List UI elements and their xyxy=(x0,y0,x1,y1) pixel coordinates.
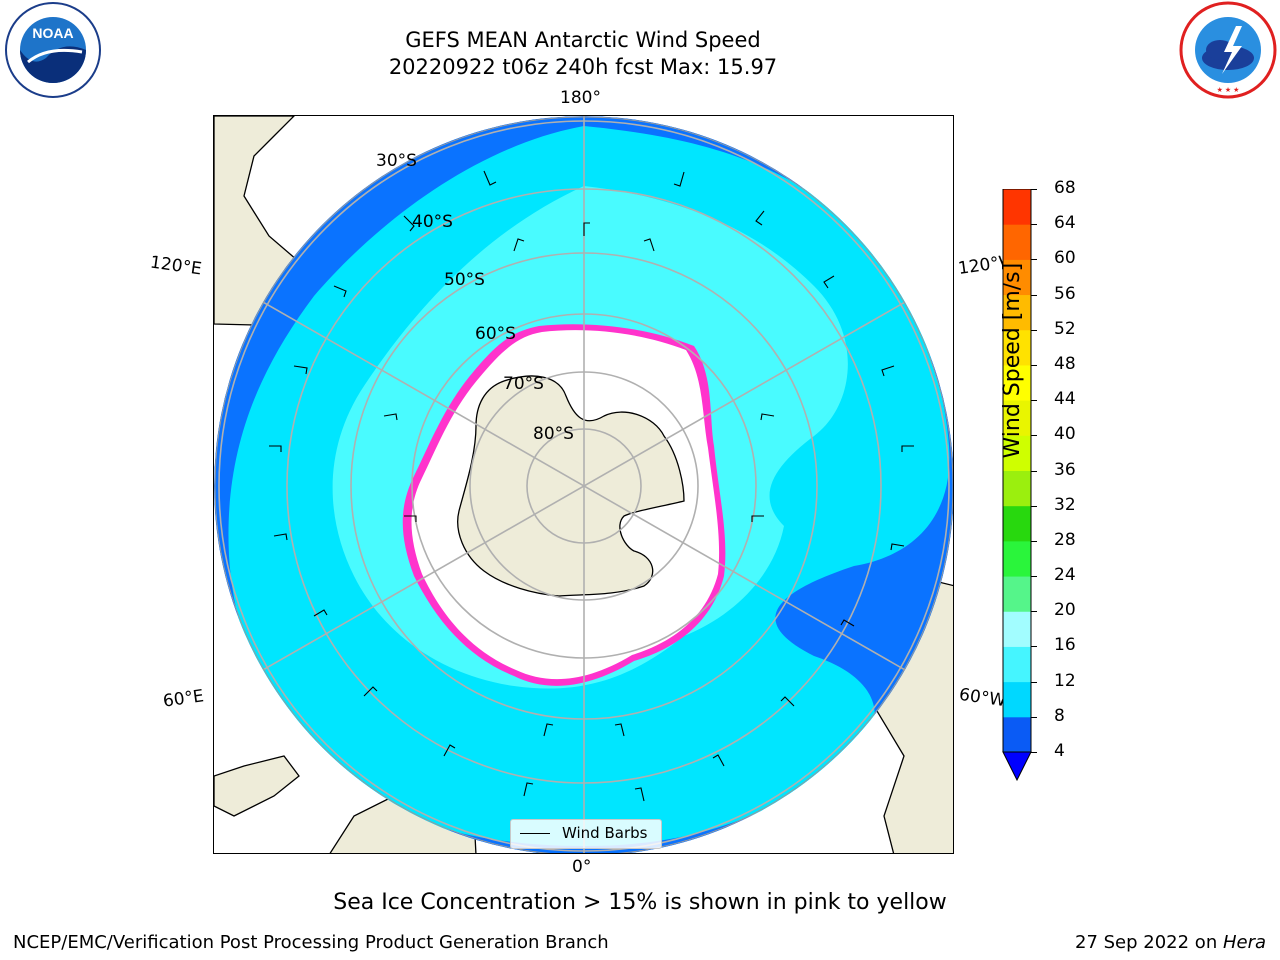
colorbar-bin xyxy=(1003,646,1031,683)
colorbar-tick-mark xyxy=(1031,752,1037,753)
colorbar-bin xyxy=(1003,611,1031,647)
colorbar-tick-mark xyxy=(1031,259,1037,261)
lat-label-40s: 40°S xyxy=(412,212,453,232)
colorbar-tick-mark xyxy=(1031,329,1037,331)
map-panel: Wind Barbs xyxy=(213,115,954,854)
colorbar-tick-label: 40 xyxy=(1054,424,1076,445)
colorbar-tick-label: 20 xyxy=(1054,600,1076,621)
colorbar-bin xyxy=(1003,681,1031,718)
machine-name: Hera xyxy=(1222,932,1266,953)
svg-text:NOAA: NOAA xyxy=(32,25,73,41)
nws-logo: ★ ★ ★ xyxy=(1176,0,1280,100)
colorbar-tick-label: 24 xyxy=(1054,565,1076,586)
colorbar-tick-mark xyxy=(1031,681,1037,683)
colorbar-tick-mark xyxy=(1031,189,1037,190)
legend-line-swatch xyxy=(520,833,550,834)
colorbar-tick-label: 60 xyxy=(1054,248,1076,269)
colorbar-bin xyxy=(1003,224,1031,260)
svg-text:★ ★ ★: ★ ★ ★ xyxy=(1217,86,1240,94)
colorbar-tick-label: 56 xyxy=(1054,283,1076,304)
colorbar-bin xyxy=(1003,505,1031,542)
chart-title: GEFS MEAN Antarctic Wind Speed xyxy=(405,28,761,52)
colorbar-tick-mark xyxy=(1031,364,1037,366)
chart-subtitle: 20220922 t06z 240h fcst Max: 15.97 xyxy=(388,55,778,79)
graticule xyxy=(214,116,953,853)
lon-label-120e: 120°E xyxy=(148,252,203,280)
colorbar-tick-mark xyxy=(1031,540,1037,542)
colorbar-tick-mark xyxy=(1031,294,1037,296)
colorbar-tick-mark xyxy=(1031,646,1037,648)
colorbar-tick-mark xyxy=(1031,435,1037,437)
colorbar-tick-label: 28 xyxy=(1054,529,1076,550)
lat-label-80s: 80°S xyxy=(533,424,574,444)
colorbar-bin xyxy=(1003,435,1031,471)
lon-label-180: 180° xyxy=(560,88,601,108)
wind-barbs xyxy=(269,170,914,802)
colorbar-tick-label: 68 xyxy=(1054,178,1076,198)
colorbar-tick-mark xyxy=(1031,505,1037,507)
colorbar-tick-label: 8 xyxy=(1054,705,1065,726)
colorbar-tick-label: 44 xyxy=(1054,389,1076,410)
colorbar-tick-mark xyxy=(1031,400,1037,402)
lon-label-60w: 60°W xyxy=(957,684,1008,712)
colorbar-bin xyxy=(1003,400,1031,436)
colorbar-svg xyxy=(1002,188,1032,782)
colorbar-tick-label: 64 xyxy=(1054,213,1076,234)
colorbar-bin xyxy=(1003,329,1031,366)
credit-text: NCEP/EMC/Verification Post Processing Pr… xyxy=(13,932,609,953)
date-value: 27 Sep 2022 on xyxy=(1075,932,1223,953)
noaa-logo: NOAA xyxy=(2,2,104,98)
date-text: 27 Sep 2022 on Hera xyxy=(1075,932,1266,953)
colorbar-tick-mark xyxy=(1031,576,1037,578)
lat-label-60s: 60°S xyxy=(475,324,516,344)
colorbar-extend-arrow xyxy=(1002,751,1032,782)
colorbar-tick-label: 16 xyxy=(1054,635,1076,656)
colorbar-tick-mark xyxy=(1031,716,1037,718)
legend-label: Wind Barbs xyxy=(562,824,648,842)
polar-map xyxy=(214,116,953,853)
colorbar-tick-label: 4 xyxy=(1054,741,1065,761)
colorbar-tick-mark xyxy=(1031,611,1037,613)
colorbar-bin xyxy=(1003,470,1031,507)
colorbar-tick-mark xyxy=(1031,470,1037,472)
map-legend: Wind Barbs xyxy=(510,819,662,849)
colorbar-bin xyxy=(1003,716,1031,753)
colorbar-bin xyxy=(1003,259,1031,296)
lat-label-30s: 30°S xyxy=(376,151,417,171)
colorbar-tick-label: 36 xyxy=(1054,459,1076,480)
lat-label-50s: 50°S xyxy=(444,270,485,290)
antarctica-land xyxy=(457,375,685,597)
colorbar xyxy=(1002,188,1036,785)
colorbar-tick-label: 12 xyxy=(1054,670,1076,691)
colorbar-label: Wind Speed [m/s] xyxy=(1000,262,1026,459)
colorbar-bin xyxy=(1003,364,1031,401)
colorbar-bin xyxy=(1003,189,1031,225)
lon-label-60e: 60°E xyxy=(161,686,206,712)
lon-label-0: 0° xyxy=(572,857,592,877)
colorbar-bin xyxy=(1003,540,1031,577)
colorbar-tick-label: 32 xyxy=(1054,494,1076,515)
sea-ice-note: Sea Ice Concentration > 15% is shown in … xyxy=(333,890,947,915)
lat-label-70s: 70°S xyxy=(503,374,544,394)
colorbar-tick-label: 52 xyxy=(1054,318,1076,339)
colorbar-bin xyxy=(1003,294,1031,331)
colorbar-bin xyxy=(1003,576,1031,612)
colorbar-tick-mark xyxy=(1031,224,1037,226)
colorbar-tick-label: 48 xyxy=(1054,353,1076,374)
